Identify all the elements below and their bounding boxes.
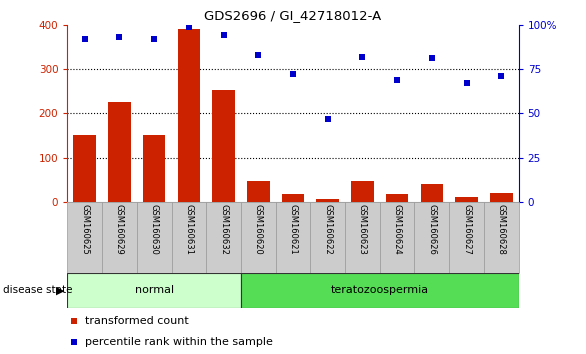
FancyBboxPatch shape: [102, 202, 137, 273]
Text: teratozoospermia: teratozoospermia: [331, 285, 429, 295]
FancyBboxPatch shape: [275, 202, 311, 273]
FancyBboxPatch shape: [484, 202, 519, 273]
FancyBboxPatch shape: [380, 202, 414, 273]
Text: GSM160623: GSM160623: [358, 204, 367, 255]
Bar: [316, 199, 339, 202]
FancyBboxPatch shape: [137, 202, 172, 273]
FancyBboxPatch shape: [67, 273, 241, 308]
Bar: [178, 29, 200, 202]
Bar: [143, 136, 165, 202]
Text: GSM160631: GSM160631: [185, 204, 193, 255]
Text: GSM160630: GSM160630: [149, 204, 159, 255]
Text: disease state: disease state: [3, 285, 73, 295]
Text: ▶: ▶: [56, 285, 64, 295]
Text: transformed count: transformed count: [86, 316, 189, 326]
Text: GSM160628: GSM160628: [497, 204, 506, 255]
FancyBboxPatch shape: [172, 202, 206, 273]
FancyBboxPatch shape: [449, 202, 484, 273]
Text: GSM160622: GSM160622: [323, 204, 332, 255]
Bar: [421, 184, 443, 202]
Text: GSM160625: GSM160625: [80, 204, 89, 255]
Text: GSM160621: GSM160621: [288, 204, 298, 255]
Bar: [282, 194, 304, 202]
Bar: [212, 90, 235, 202]
FancyBboxPatch shape: [241, 202, 275, 273]
FancyBboxPatch shape: [345, 202, 380, 273]
Text: GDS2696 / GI_42718012-A: GDS2696 / GI_42718012-A: [205, 9, 381, 22]
Bar: [490, 193, 513, 202]
Bar: [108, 102, 131, 202]
Text: GSM160629: GSM160629: [115, 204, 124, 255]
FancyBboxPatch shape: [414, 202, 449, 273]
Text: GSM160626: GSM160626: [427, 204, 437, 255]
Bar: [73, 136, 96, 202]
Bar: [351, 181, 374, 202]
Text: GSM160632: GSM160632: [219, 204, 228, 255]
FancyBboxPatch shape: [206, 202, 241, 273]
Bar: [386, 194, 408, 202]
Text: GSM160620: GSM160620: [254, 204, 263, 255]
FancyBboxPatch shape: [241, 273, 519, 308]
Text: GSM160624: GSM160624: [393, 204, 401, 255]
Text: normal: normal: [135, 285, 173, 295]
FancyBboxPatch shape: [67, 202, 102, 273]
Text: GSM160627: GSM160627: [462, 204, 471, 255]
FancyBboxPatch shape: [311, 202, 345, 273]
Bar: [455, 197, 478, 202]
Bar: [247, 181, 270, 202]
Text: percentile rank within the sample: percentile rank within the sample: [86, 337, 273, 348]
